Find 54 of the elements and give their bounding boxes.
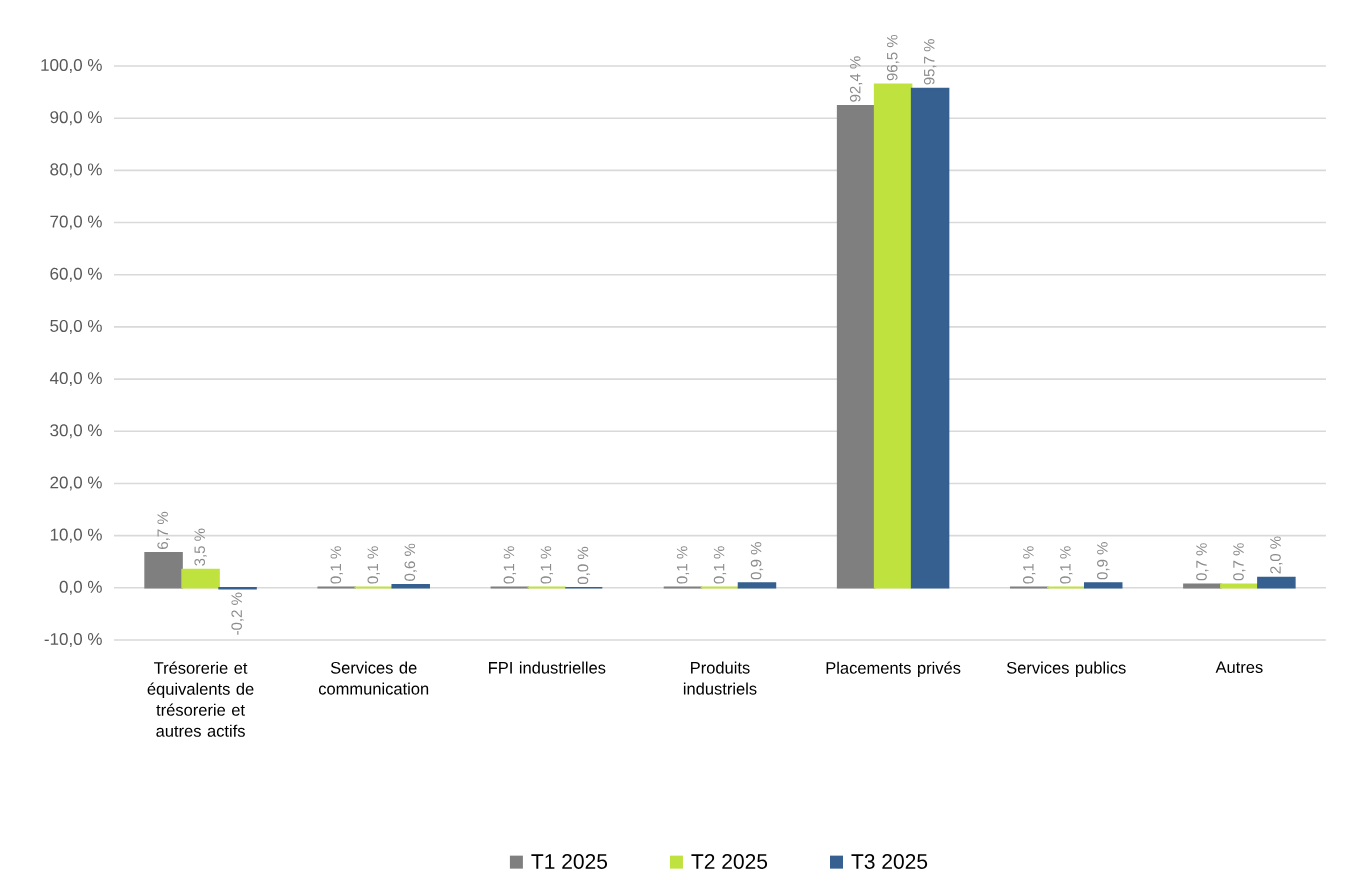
data-label: 0,7 % [1196,543,1209,581]
x-tick-label: Trésorerie et équivalents de trésorerie et autres actifs [147,661,254,737]
y-tick-label: -10,0 % [44,632,102,648]
x-tick-label: FPI industrielles [489,661,606,674]
bar [1220,583,1259,589]
y-tick-label: 100,0 % [41,58,102,74]
data-label: 0,1 % [676,546,690,584]
y-tick-label: 40,0 % [49,372,102,387]
y-tick-label: 80,0 % [50,163,102,178]
x-tick-label: Services de communication [318,661,429,695]
data-label: 95,7 % [923,39,937,85]
data-label: 92,4 % [849,56,863,102]
bar [737,582,777,589]
data-label: 3,5 % [194,528,207,566]
data-label: 0,9 % [750,542,764,580]
data-label: 0,0 % [577,546,591,585]
data-label: 0,1 % [367,546,380,584]
data-label: 0,1 % [713,546,727,584]
x-tick-label: Produits industriels [683,661,757,695]
data-label: 6,7 % [157,511,170,549]
bar [873,83,913,589]
data-label: 0,1 % [503,546,517,584]
y-tick-label: 20,0 % [50,476,102,491]
x-tick-label: Placements privés [826,661,961,678]
data-label: 0,9 % [1097,542,1110,580]
bar [181,568,220,589]
legend-label: T1 2025 [531,854,608,869]
data-label: 0,1 % [1060,546,1073,584]
y-tick-label: 10,0 % [50,528,102,543]
data-label: 0,6 % [404,543,417,581]
y-tick-label: 50,0 % [50,319,102,334]
data-label: 2,0 % [1270,536,1283,574]
bar [144,552,183,589]
y-tick-label: 60,0 % [50,267,102,282]
data-label: -0,2 % [231,592,244,635]
y-tick-label: 30,0 % [50,424,102,439]
bar [391,583,430,589]
bar [1257,576,1296,589]
legend-label: T3 2025 [851,854,928,869]
y-tick-label: 90,0 % [50,111,102,126]
data-label: 0,1 % [330,546,343,584]
data-label: 0,1 % [540,546,554,584]
bar [1084,582,1123,589]
y-tick-label: 0,0 % [59,580,102,595]
legend-label: T2 2025 [691,854,768,869]
data-label: 96,5 % [886,34,900,81]
data-label: 0,1 % [1023,546,1036,584]
x-tick-label: Services publics [1006,661,1126,677]
bar [1183,583,1222,589]
y-tick-label: 70,0 % [50,215,102,230]
x-tick-label: Autres [1215,661,1263,674]
bar [910,87,950,589]
bar [836,104,876,589]
data-label: 0,7 % [1233,543,1246,581]
